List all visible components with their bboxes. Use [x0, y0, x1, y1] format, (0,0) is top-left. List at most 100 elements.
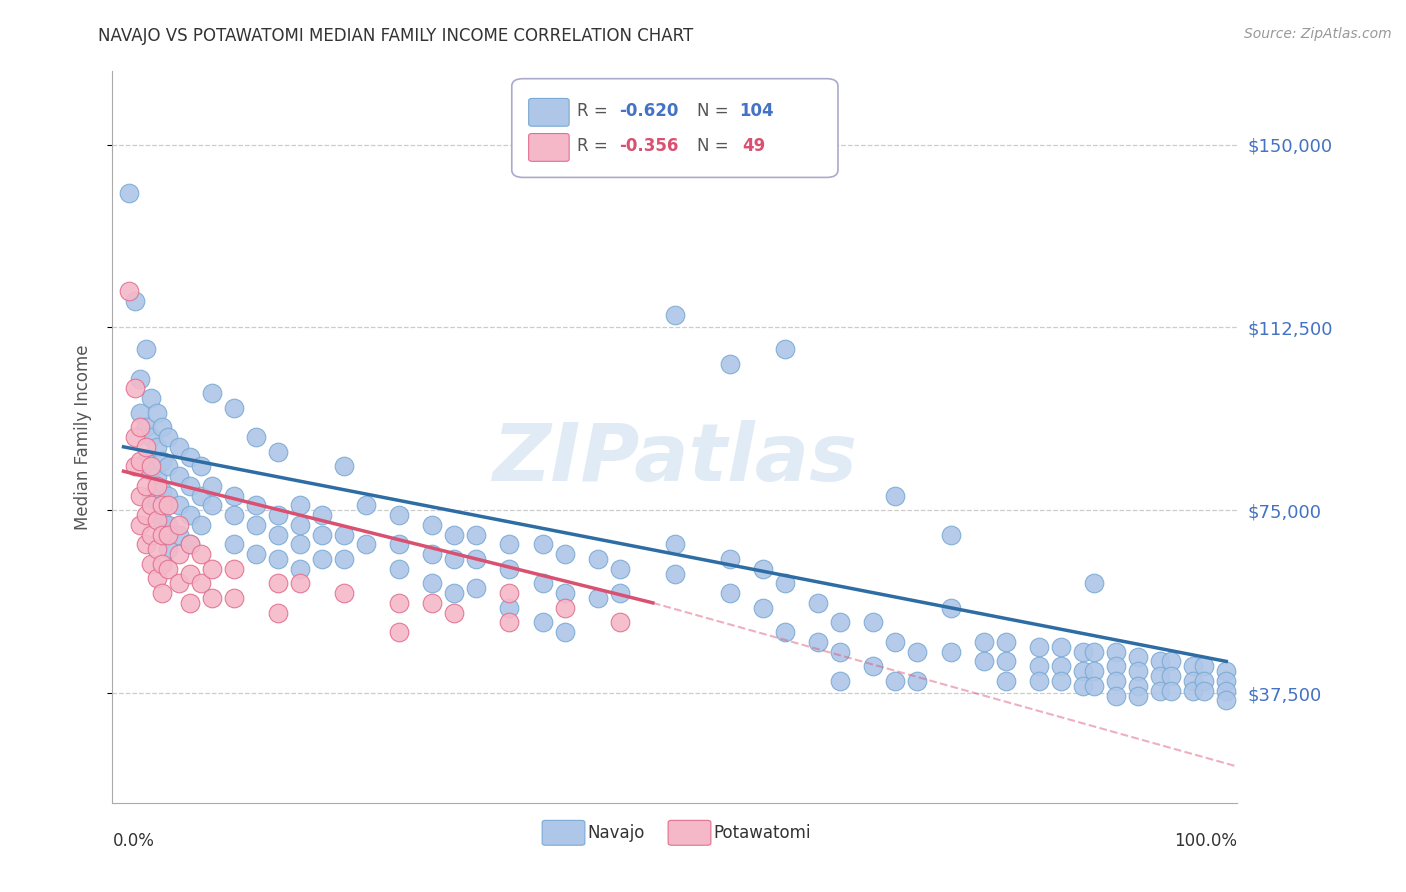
Point [1149, 683, 1171, 698]
Point [201, 386, 224, 401]
Text: 0.0%: 0.0% [112, 832, 155, 850]
Point [443, 606, 465, 620]
Point [907, 645, 929, 659]
Point [135, 420, 157, 434]
Point [443, 586, 465, 600]
Point [288, 562, 311, 576]
Point [1192, 683, 1215, 698]
Point [156, 489, 179, 503]
Point [388, 537, 411, 551]
Point [267, 606, 290, 620]
Point [145, 572, 167, 586]
Point [135, 454, 157, 468]
Point [1149, 669, 1171, 683]
Point [807, 596, 830, 610]
Point [1160, 654, 1182, 668]
Point [267, 444, 290, 458]
Point [150, 586, 173, 600]
Point [167, 547, 190, 561]
Point [135, 508, 157, 522]
Point [135, 343, 157, 357]
Point [973, 654, 995, 668]
Point [150, 513, 173, 527]
Point [830, 673, 852, 688]
Point [973, 635, 995, 649]
Point [388, 562, 411, 576]
Point [145, 542, 167, 557]
Point [333, 552, 356, 566]
FancyBboxPatch shape [529, 134, 569, 161]
Point [190, 459, 212, 474]
Point [939, 600, 962, 615]
Point [1050, 659, 1073, 673]
Point [190, 576, 212, 591]
Point [222, 401, 245, 415]
Point [773, 576, 796, 591]
Point [201, 562, 224, 576]
Point [498, 615, 520, 630]
Point [1126, 689, 1149, 703]
Point [139, 391, 162, 405]
Point [333, 527, 356, 541]
Point [939, 527, 962, 541]
Point [222, 508, 245, 522]
Point [145, 513, 167, 527]
FancyBboxPatch shape [512, 78, 838, 178]
Text: -0.356: -0.356 [619, 137, 678, 155]
Point [498, 600, 520, 615]
Point [190, 517, 212, 532]
Point [1215, 673, 1237, 688]
Point [124, 381, 146, 395]
Point [773, 343, 796, 357]
Point [586, 552, 609, 566]
Point [156, 517, 179, 532]
Point [222, 537, 245, 551]
Point [554, 547, 576, 561]
Point [129, 489, 152, 503]
Point [1192, 673, 1215, 688]
Point [245, 547, 267, 561]
Text: Potawatomi: Potawatomi [713, 824, 811, 842]
Point [773, 625, 796, 640]
Point [1071, 664, 1094, 678]
Point [118, 186, 141, 201]
Point [752, 562, 775, 576]
Point [245, 430, 267, 444]
Point [884, 673, 907, 688]
Point [1028, 673, 1050, 688]
Point [150, 557, 173, 571]
Point [201, 499, 224, 513]
Point [1105, 659, 1128, 673]
Point [1028, 659, 1050, 673]
Point [830, 645, 852, 659]
Point [531, 537, 554, 551]
Point [465, 581, 488, 595]
Point [884, 489, 907, 503]
Point [333, 586, 356, 600]
FancyBboxPatch shape [529, 98, 569, 127]
Point [664, 537, 686, 551]
Point [190, 489, 212, 503]
Point [354, 499, 377, 513]
Point [139, 557, 162, 571]
Point [311, 527, 333, 541]
Point [1105, 673, 1128, 688]
Point [531, 615, 554, 630]
Point [145, 440, 167, 454]
Point [388, 508, 411, 522]
Point [311, 552, 333, 566]
Point [531, 576, 554, 591]
Point [1083, 664, 1105, 678]
Point [179, 566, 201, 581]
Point [718, 586, 741, 600]
Point [179, 508, 201, 522]
Point [139, 430, 162, 444]
Text: 100.0%: 100.0% [1174, 832, 1237, 850]
Point [994, 654, 1017, 668]
Point [311, 508, 333, 522]
Text: ZIPatlas: ZIPatlas [492, 420, 858, 498]
Point [288, 576, 311, 591]
Point [1126, 664, 1149, 678]
Point [664, 566, 686, 581]
Point [939, 645, 962, 659]
